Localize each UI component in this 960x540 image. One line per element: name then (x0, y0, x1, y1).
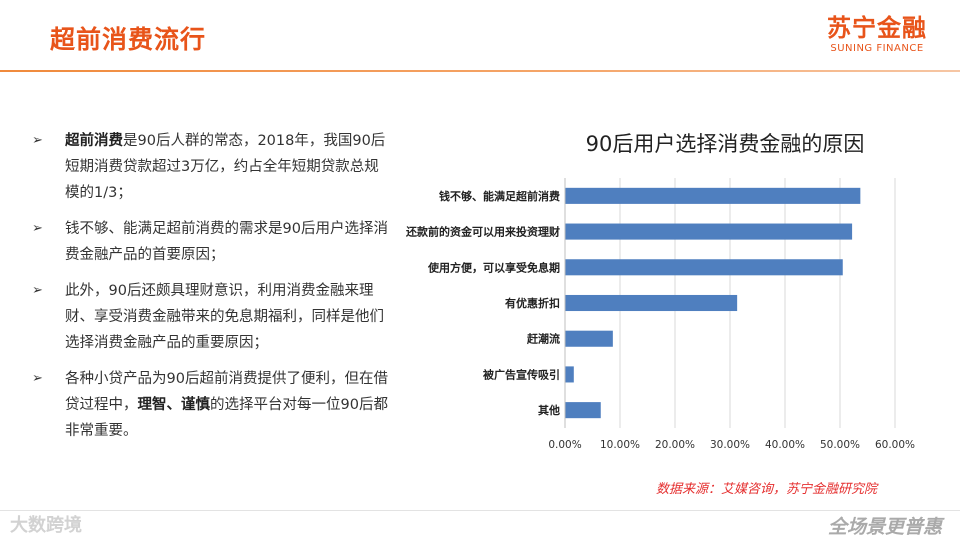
bullet-bold: 超前消费 (65, 133, 123, 149)
bullet-marker-icon: ➢ (32, 283, 43, 298)
bullet-item: ➢ 此外，90后还颇具理财意识，利用消费金融来理财、享受消费金融带来的免息期福利，… (32, 278, 392, 356)
x-tick-label: 20.00% (655, 439, 695, 451)
x-tick-label: 10.00% (600, 439, 640, 451)
logo-text-cn: 苏宁金融 (827, 14, 927, 42)
y-category-label: 赶潮流 (526, 332, 560, 346)
bar (565, 187, 861, 204)
bullet-marker-icon: ➢ (32, 221, 43, 236)
x-tick-label: 0.00% (548, 439, 581, 451)
bullet-text-pre: 各种小贷产品为90后超前消费提供了便利，但在借贷过程中， (65, 371, 388, 413)
bullet-item: ➢ 超前消费是90后人群的常态，2018年，我国90后短期消费贷款超过3万亿，约占… (32, 128, 392, 206)
bar-chart: 0.00% 10.00% 20.00% 30.00% 40.00% 50.00% 60.00… (405, 178, 915, 451)
bullet-text: 是90后人群的常态，2018年，我国90后短期消费贷款超过3万亿，约占全年短期贷… (65, 133, 386, 201)
x-tick-label: 50.00% (820, 439, 860, 451)
bar (565, 366, 574, 383)
y-category-label: 被广告宣传吸引 (483, 367, 560, 381)
slogan: 全场景更普惠 (828, 516, 943, 538)
watermark: 大数跨境 (10, 515, 82, 536)
bar (565, 402, 601, 419)
bullet-text: 此外，90后还颇具理财意识，利用消费金融来理财、享受消费金融带来的免息期福利，同… (65, 283, 384, 351)
logo: 苏宁金融 SUNING FINANCE (812, 14, 942, 55)
x-tick-label: 60.00% (875, 439, 915, 451)
chart-title: 90后用户选择消费金融的原因 (585, 132, 865, 156)
y-category-label: 其他 (538, 403, 560, 417)
y-category-label: 钱不够、能满足超前消费 (439, 189, 560, 203)
logo-text-en: SUNING FINANCE (830, 43, 924, 54)
footer-divider (0, 510, 960, 511)
bar (565, 223, 853, 240)
bullet-bold: 理智、谨慎 (137, 397, 211, 413)
header-divider (0, 70, 960, 72)
bullet-item: ➢ 钱不够、能满足超前消费的需求是90后用户选择消费金融产品的首要原因； (32, 216, 392, 268)
y-category-label: 还款前的资金可以用来投资理财 (405, 225, 560, 239)
x-tick-label: 40.00% (765, 439, 805, 451)
bar (565, 330, 613, 347)
bullet-marker-icon: ➢ (32, 371, 43, 386)
bullet-item: ➢ 各种小贷产品为90后超前消费提供了便利，但在借贷过程中，理智、谨慎的选择平台对… (32, 366, 392, 444)
x-tick-label: 30.00% (710, 439, 750, 451)
bullet-marker-icon: ➢ (32, 133, 43, 148)
bar (565, 259, 843, 276)
bullet-text-post: 的选择平台对每一位90后都非常重要。 (65, 397, 388, 439)
header-title: 超前消费流行 (50, 25, 207, 54)
bar (565, 294, 738, 312)
data-source: 数据来源：艾媒咨询，苏宁金融研究院 (656, 482, 878, 497)
chart: 90后用户选择消费金融的原因 0.00% 10.00% 20.00% 30.00% 40… (380, 120, 940, 460)
bullet-text: 钱不够、能满足超前消费的需求是90后用户选择消费金融产品的首要原因； (65, 221, 388, 263)
bullet-list: ➢ 超前消费是90后人群的常态，2018年，我国90后短期消费贷款超过3万亿，约占… (32, 128, 392, 454)
y-category-label: 有优惠折扣 (505, 296, 560, 310)
y-category-label: 使用方便，可以享受免息期 (427, 260, 560, 274)
